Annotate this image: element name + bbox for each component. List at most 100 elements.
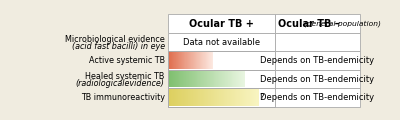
FancyBboxPatch shape: [199, 89, 200, 106]
FancyBboxPatch shape: [188, 71, 189, 87]
FancyBboxPatch shape: [241, 71, 242, 87]
FancyBboxPatch shape: [186, 71, 187, 87]
FancyBboxPatch shape: [205, 71, 206, 87]
FancyBboxPatch shape: [176, 52, 177, 69]
FancyBboxPatch shape: [186, 52, 187, 69]
FancyBboxPatch shape: [50, 33, 168, 51]
FancyBboxPatch shape: [211, 52, 212, 69]
FancyBboxPatch shape: [250, 89, 251, 106]
FancyBboxPatch shape: [218, 89, 220, 106]
FancyBboxPatch shape: [275, 88, 360, 107]
FancyBboxPatch shape: [201, 71, 202, 87]
FancyBboxPatch shape: [246, 89, 248, 106]
Text: Depends on TB-endemicity: Depends on TB-endemicity: [260, 56, 374, 65]
FancyBboxPatch shape: [180, 71, 182, 87]
FancyBboxPatch shape: [198, 71, 200, 87]
FancyBboxPatch shape: [50, 88, 168, 107]
FancyBboxPatch shape: [220, 71, 221, 87]
Text: (acid fast bacilli) in eye: (acid fast bacilli) in eye: [72, 42, 165, 51]
FancyBboxPatch shape: [180, 52, 181, 69]
FancyBboxPatch shape: [172, 71, 173, 87]
Text: (radiologicalevidence): (radiologicalevidence): [76, 79, 165, 88]
FancyBboxPatch shape: [184, 89, 185, 106]
FancyBboxPatch shape: [232, 71, 233, 87]
FancyBboxPatch shape: [216, 71, 218, 87]
FancyBboxPatch shape: [206, 52, 207, 69]
Text: Active systemic TB: Active systemic TB: [88, 56, 165, 65]
FancyBboxPatch shape: [171, 52, 172, 69]
FancyBboxPatch shape: [245, 89, 246, 106]
FancyBboxPatch shape: [201, 52, 202, 69]
FancyBboxPatch shape: [187, 52, 188, 69]
FancyBboxPatch shape: [212, 52, 213, 69]
FancyBboxPatch shape: [220, 89, 222, 106]
FancyBboxPatch shape: [223, 71, 224, 87]
FancyBboxPatch shape: [173, 71, 174, 87]
Text: Microbiological evidence: Microbiological evidence: [65, 35, 165, 44]
Text: Depends on TB-endemicity: Depends on TB-endemicity: [260, 93, 374, 102]
FancyBboxPatch shape: [207, 71, 208, 87]
FancyBboxPatch shape: [200, 71, 201, 87]
FancyBboxPatch shape: [275, 14, 360, 33]
FancyBboxPatch shape: [192, 71, 193, 87]
FancyBboxPatch shape: [227, 71, 228, 87]
FancyBboxPatch shape: [204, 52, 205, 69]
FancyBboxPatch shape: [168, 88, 275, 107]
FancyBboxPatch shape: [179, 52, 180, 69]
FancyBboxPatch shape: [210, 71, 211, 87]
FancyBboxPatch shape: [238, 89, 240, 106]
FancyBboxPatch shape: [195, 89, 196, 106]
FancyBboxPatch shape: [197, 52, 198, 69]
FancyBboxPatch shape: [194, 52, 195, 69]
Text: TB immunoreactivity: TB immunoreactivity: [81, 93, 165, 102]
FancyBboxPatch shape: [194, 71, 195, 87]
FancyBboxPatch shape: [172, 89, 174, 106]
FancyBboxPatch shape: [249, 89, 250, 106]
FancyBboxPatch shape: [240, 71, 241, 87]
FancyBboxPatch shape: [208, 71, 209, 87]
FancyBboxPatch shape: [214, 71, 216, 87]
FancyBboxPatch shape: [248, 89, 249, 106]
FancyBboxPatch shape: [214, 89, 215, 106]
FancyBboxPatch shape: [230, 71, 232, 87]
FancyBboxPatch shape: [181, 89, 183, 106]
FancyBboxPatch shape: [180, 89, 182, 106]
FancyBboxPatch shape: [256, 89, 258, 106]
FancyBboxPatch shape: [222, 71, 223, 87]
FancyBboxPatch shape: [209, 71, 210, 87]
FancyBboxPatch shape: [178, 71, 179, 87]
Text: Healed systemic TB: Healed systemic TB: [85, 72, 165, 81]
FancyBboxPatch shape: [191, 52, 192, 69]
FancyBboxPatch shape: [210, 89, 212, 106]
FancyBboxPatch shape: [170, 52, 171, 69]
FancyBboxPatch shape: [242, 89, 243, 106]
FancyBboxPatch shape: [229, 71, 230, 87]
FancyBboxPatch shape: [207, 52, 208, 69]
FancyBboxPatch shape: [254, 89, 256, 106]
FancyBboxPatch shape: [224, 89, 225, 106]
FancyBboxPatch shape: [275, 51, 360, 70]
FancyBboxPatch shape: [228, 71, 229, 87]
FancyBboxPatch shape: [197, 89, 198, 106]
FancyBboxPatch shape: [178, 52, 179, 69]
FancyBboxPatch shape: [196, 71, 198, 87]
FancyBboxPatch shape: [184, 52, 185, 69]
FancyBboxPatch shape: [213, 89, 214, 106]
FancyBboxPatch shape: [205, 52, 206, 69]
FancyBboxPatch shape: [200, 89, 202, 106]
Text: Data not available: Data not available: [183, 38, 260, 47]
FancyBboxPatch shape: [239, 71, 240, 87]
FancyBboxPatch shape: [195, 52, 196, 69]
FancyBboxPatch shape: [173, 52, 174, 69]
FancyBboxPatch shape: [234, 71, 236, 87]
FancyBboxPatch shape: [186, 89, 187, 106]
FancyBboxPatch shape: [174, 71, 175, 87]
FancyBboxPatch shape: [205, 89, 206, 106]
FancyBboxPatch shape: [226, 71, 227, 87]
FancyBboxPatch shape: [182, 52, 183, 69]
FancyBboxPatch shape: [169, 89, 170, 106]
FancyBboxPatch shape: [195, 52, 196, 69]
FancyBboxPatch shape: [184, 71, 185, 87]
FancyBboxPatch shape: [175, 52, 176, 69]
FancyBboxPatch shape: [175, 71, 176, 87]
